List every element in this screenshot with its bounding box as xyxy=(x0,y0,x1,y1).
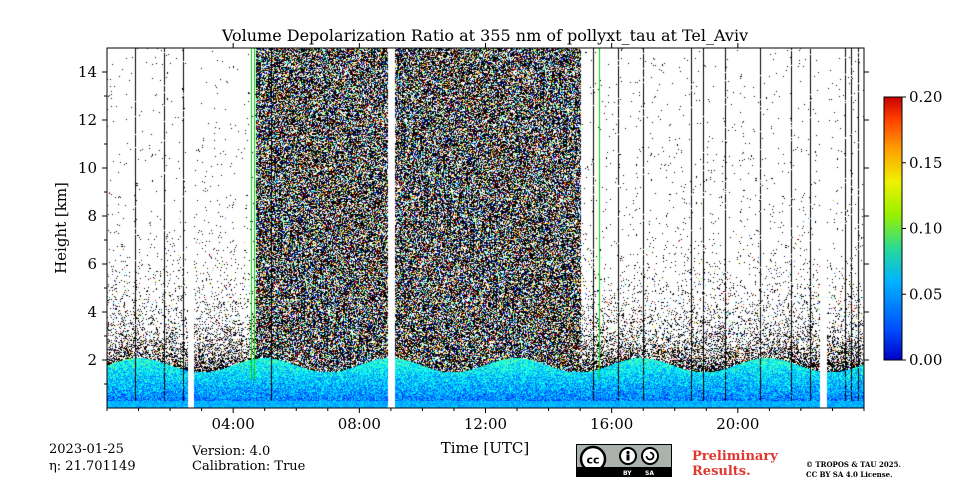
x-tick-label: 08:00 xyxy=(338,415,381,433)
cc-logo-text: cc xyxy=(586,454,599,467)
y-tick-label: 14 xyxy=(78,63,97,81)
colorbar-tick-label: 0.00 xyxy=(909,351,942,369)
colorbar-tick-label: 0.05 xyxy=(909,285,942,303)
cc-sa-text: SA xyxy=(645,470,654,477)
y-tick-label: 8 xyxy=(87,207,97,225)
colorbar-tick-label: 0.15 xyxy=(909,154,942,172)
colorbar xyxy=(883,96,903,361)
share-alike-icon xyxy=(641,447,659,465)
x-tick-label: 16:00 xyxy=(590,415,633,433)
preliminary-label-line1: Preliminary xyxy=(692,449,778,464)
version-label: Version: 4.0 xyxy=(192,444,271,459)
x-axis: 04:00 08:00 12:00 16:00 20:00 xyxy=(106,43,865,433)
x-tick-label: 12:00 xyxy=(464,415,507,433)
x-tick-label: 20:00 xyxy=(716,415,759,433)
y-tick-label: 4 xyxy=(87,303,97,321)
y-axis: 2 4 6 8 10 12 14 xyxy=(78,63,869,385)
y-tick-label: 2 xyxy=(87,351,97,369)
date-label: 2023-01-25 xyxy=(49,442,124,457)
plot-area xyxy=(106,47,865,409)
y-tick-label: 6 xyxy=(87,255,97,273)
colorbar-tick-label: 0.20 xyxy=(909,88,942,106)
colorbar-ticks: 0.00 0.05 0.10 0.15 0.20 xyxy=(902,88,942,369)
chart-title: Volume Depolarization Ratio at 355 nm of… xyxy=(221,26,748,45)
y-axis-label: Height [km] xyxy=(52,182,70,274)
y-tick-label: 12 xyxy=(78,111,97,129)
x-tick-label: 04:00 xyxy=(212,415,255,433)
y-tick-label: 10 xyxy=(78,159,97,177)
cc-license-badge: cc BY SA xyxy=(576,444,672,477)
calibration-label: Calibration: True xyxy=(192,459,306,474)
depolarization-heatmap xyxy=(107,48,864,408)
eta-label: η: 21.701149 xyxy=(49,459,136,474)
preliminary-label-line2: Results. xyxy=(692,464,751,479)
colorbar-tick-label: 0.10 xyxy=(909,220,942,238)
license-line2: CC BY SA 4.0 License. xyxy=(806,470,893,479)
cc-by-text: BY xyxy=(623,470,632,477)
x-axis-label: Time [UTC] xyxy=(441,439,530,457)
license-line1: © TROPOS & TAU 2025. xyxy=(806,460,901,469)
